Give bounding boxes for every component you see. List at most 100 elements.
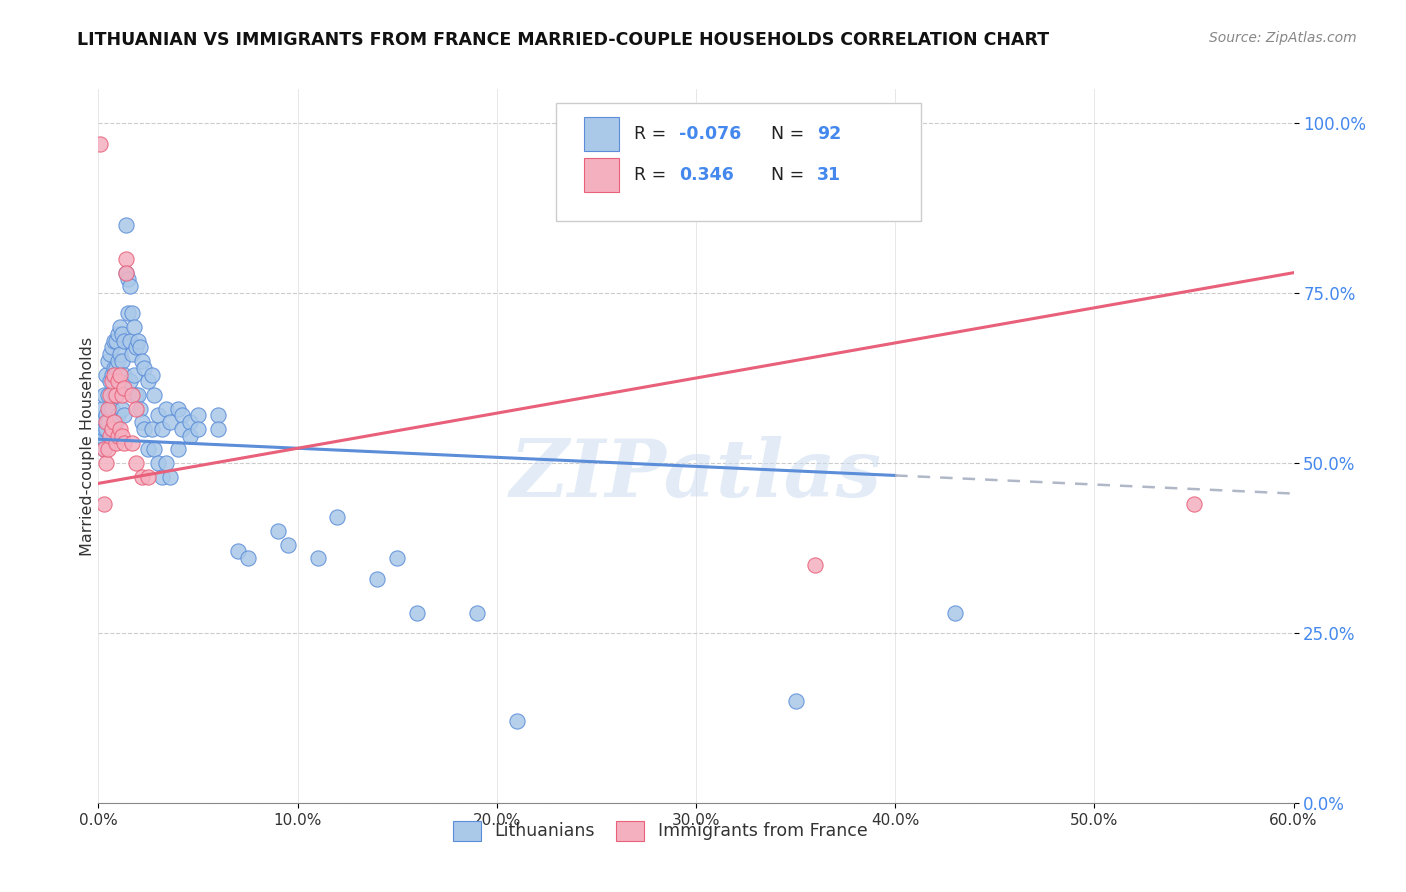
Point [98, 429, 122, 443]
Point [103, 388, 125, 402]
Point [155, 456, 177, 470]
Point [103, 415, 125, 429]
Point [105, 334, 128, 348]
Point [112, 435, 135, 450]
Text: 0.346: 0.346 [679, 166, 734, 184]
Point [112, 334, 135, 348]
Text: Source: ZipAtlas.com: Source: ZipAtlas.com [1209, 31, 1357, 45]
Point [111, 326, 134, 341]
Point [107, 354, 129, 368]
Point [226, 544, 249, 558]
Point [134, 422, 156, 436]
Point [89, 136, 111, 151]
Point [506, 714, 529, 729]
Point [110, 368, 132, 382]
Point [143, 442, 166, 457]
Point [136, 375, 159, 389]
Point [98, 375, 122, 389]
Point [105, 360, 128, 375]
Point [107, 409, 129, 423]
Point [105, 388, 128, 402]
Point [97, 388, 120, 402]
Point [131, 415, 153, 429]
Point [101, 375, 124, 389]
Point [97, 415, 120, 429]
Point [121, 435, 143, 450]
Text: N =: N = [772, 166, 810, 184]
Point [115, 266, 138, 280]
Point [179, 415, 201, 429]
Point [148, 456, 170, 470]
Point [89, 429, 111, 443]
Point [101, 401, 124, 416]
Point [131, 469, 153, 483]
Point [121, 306, 143, 320]
Point [179, 429, 201, 443]
Point [124, 368, 146, 382]
Point [96, 409, 118, 423]
Point [159, 469, 181, 483]
Text: LITHUANIAN VS IMMIGRANTS FROM FRANCE MARRIED-COUPLE HOUSEHOLDS CORRELATION CHART: LITHUANIAN VS IMMIGRANTS FROM FRANCE MAR… [77, 31, 1049, 49]
Point [96, 456, 118, 470]
Point [134, 360, 156, 375]
Point [115, 266, 138, 280]
Text: 31: 31 [817, 166, 841, 184]
Point [98, 347, 122, 361]
Point [125, 388, 148, 402]
Point [236, 551, 259, 566]
Point [465, 606, 488, 620]
Point [91, 401, 114, 416]
Point [96, 422, 118, 436]
Text: ZIPatlas: ZIPatlas [510, 436, 882, 513]
Point [172, 409, 194, 423]
Point [115, 252, 138, 266]
Text: R =: R = [634, 125, 672, 143]
Point [111, 401, 134, 416]
Point [98, 401, 122, 416]
Point [277, 537, 299, 551]
Point [93, 388, 115, 402]
Text: N =: N = [772, 125, 810, 143]
Point [115, 218, 138, 232]
Point [93, 442, 115, 457]
Point [110, 320, 132, 334]
Point [110, 422, 132, 436]
Point [159, 415, 181, 429]
Point [385, 551, 409, 566]
Point [125, 341, 148, 355]
Point [167, 442, 190, 457]
Point [105, 388, 128, 402]
Point [406, 606, 429, 620]
Point [117, 272, 139, 286]
Point [141, 368, 163, 382]
Text: -0.076: -0.076 [679, 125, 741, 143]
Point [121, 388, 143, 402]
Point [120, 279, 142, 293]
Point [97, 354, 120, 368]
Point [107, 326, 129, 341]
Point [804, 558, 827, 572]
Point [366, 572, 388, 586]
Point [103, 368, 125, 382]
Point [107, 375, 129, 389]
Point [121, 347, 143, 361]
Point [112, 381, 135, 395]
Point [785, 694, 807, 708]
Point [155, 401, 177, 416]
Point [136, 469, 159, 483]
Point [110, 375, 132, 389]
Point [103, 360, 125, 375]
Point [207, 409, 229, 423]
Point [101, 341, 124, 355]
Point [150, 469, 173, 483]
Point [127, 388, 149, 402]
Point [129, 401, 152, 416]
Point [267, 524, 290, 538]
Point [96, 368, 118, 382]
Point [167, 401, 190, 416]
Point [136, 442, 159, 457]
Point [105, 435, 128, 450]
FancyBboxPatch shape [583, 117, 620, 152]
Point [112, 409, 135, 423]
Point [148, 409, 170, 423]
